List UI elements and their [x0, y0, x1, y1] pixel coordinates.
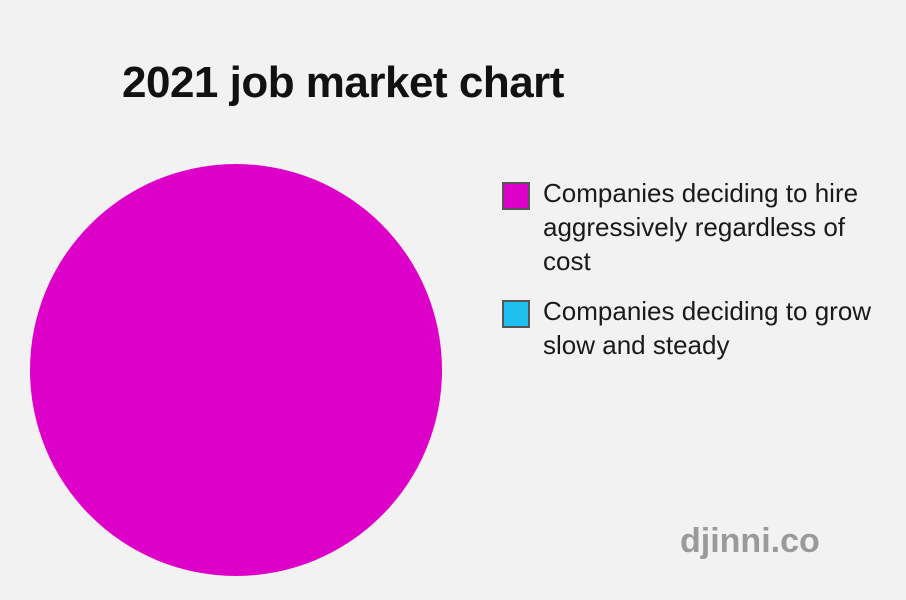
legend-swatch-magenta: [502, 182, 530, 210]
legend-label: Companies deciding to grow slow and stea…: [543, 296, 872, 360]
legend-item-grow-steady: Companies deciding to grow slow and stea…: [502, 294, 873, 362]
legend-label: Companies deciding to hire aggressively …: [543, 178, 859, 276]
pie-slice-0: [30, 164, 442, 576]
chart-title: 2021 job market chart: [122, 58, 564, 107]
legend-swatch-cyan: [502, 300, 530, 328]
watermark: djinni.co: [680, 522, 820, 560]
legend-item-hire-aggressively: Companies deciding to hire aggressively …: [502, 176, 873, 278]
